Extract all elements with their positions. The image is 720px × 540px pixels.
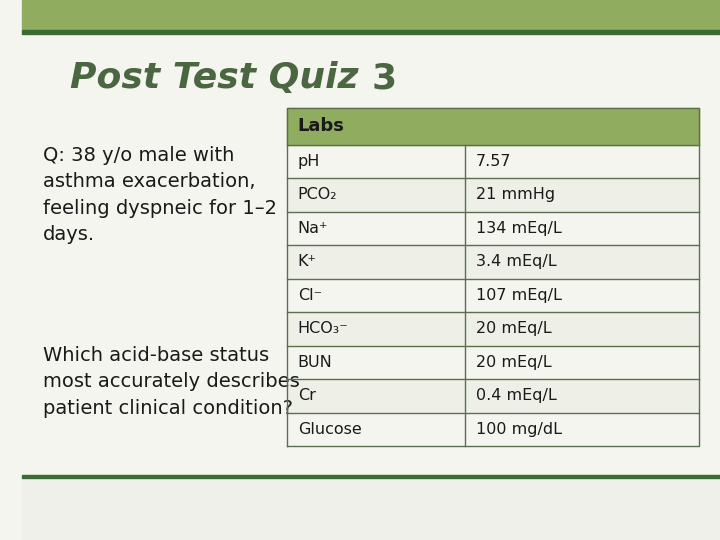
Text: 7.57: 7.57	[476, 154, 511, 169]
Text: Which acid-base status
most accurately describes
patient clinical condition?: Which acid-base status most accurately d…	[43, 346, 300, 417]
Bar	[287, 312, 699, 346]
Bar	[287, 212, 699, 245]
Text: Glucose: Glucose	[298, 422, 361, 437]
Text: PCO₂: PCO₂	[298, 187, 337, 202]
Text: Labs: Labs	[298, 117, 345, 136]
Text: 100 mg/dL: 100 mg/dL	[476, 422, 562, 437]
Bar	[287, 145, 699, 178]
Bar	[22, 0, 720, 30]
Text: Na⁺: Na⁺	[298, 221, 328, 236]
Text: AFMRD: AFMRD	[134, 501, 190, 515]
Text: 134 mEq/L: 134 mEq/L	[476, 221, 562, 236]
Bar	[287, 379, 699, 413]
Text: STFM: STFM	[36, 500, 83, 515]
Text: 0.4 mEq/L: 0.4 mEq/L	[476, 388, 557, 403]
Text: Cl⁻: Cl⁻	[298, 288, 322, 303]
Bar	[287, 245, 699, 279]
Text: 21 mmHg: 21 mmHg	[476, 187, 555, 202]
Text: RESIDENCY CURRICULUM: RESIDENCY CURRICULUM	[453, 503, 706, 521]
Text: HCO₃⁻: HCO₃⁻	[298, 321, 348, 336]
Text: pH: pH	[298, 154, 320, 169]
Bar	[22, 30, 720, 34]
Text: 3: 3	[371, 62, 396, 95]
Bar	[287, 279, 699, 312]
Text: resource: resource	[652, 522, 706, 535]
Text: Post Test Quiz: Post Test Quiz	[70, 62, 371, 95]
Text: BUN: BUN	[298, 355, 333, 370]
Text: 20 mEq/L: 20 mEq/L	[476, 355, 552, 370]
Text: Cr: Cr	[298, 388, 315, 403]
Bar	[22, 475, 720, 478]
Bar	[287, 413, 699, 446]
Bar	[287, 108, 699, 145]
Bar	[22, 475, 720, 540]
Text: K⁺: K⁺	[298, 254, 317, 269]
Bar	[287, 346, 699, 379]
Text: 20 mEq/L: 20 mEq/L	[476, 321, 552, 336]
Text: 3.4 mEq/L: 3.4 mEq/L	[476, 254, 557, 269]
Bar	[287, 178, 699, 212]
Text: family medicine: family medicine	[616, 488, 706, 498]
Text: 107 mEq/L: 107 mEq/L	[476, 288, 562, 303]
Text: Q: 38 y/o male with
asthma exacerbation,
feeling dyspneic for 1–2
days.: Q: 38 y/o male with asthma exacerbation,…	[43, 146, 277, 244]
